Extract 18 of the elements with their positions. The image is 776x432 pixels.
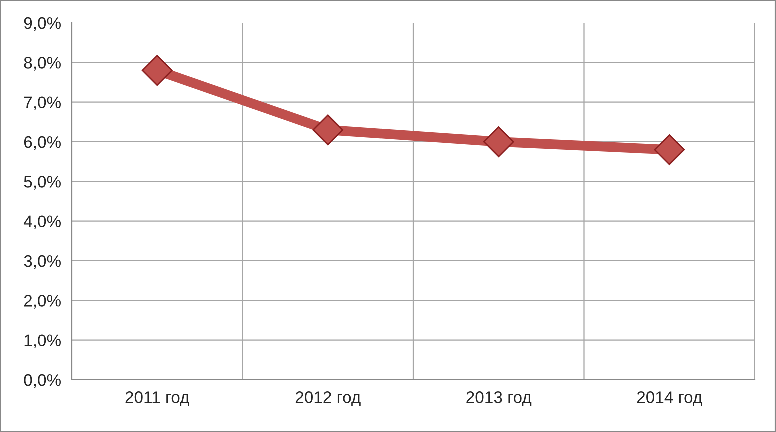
y-tick-label: 7,0% xyxy=(24,96,61,111)
y-tick-label: 2,0% xyxy=(24,295,61,309)
point xyxy=(142,55,173,86)
x-tick-label: 2012 год xyxy=(296,392,361,407)
x-tick-label: 2013 год xyxy=(466,392,532,407)
y-tick-label: 8,0% xyxy=(24,57,61,71)
y-tick-label: 9,0% xyxy=(24,17,61,32)
y-tick-label: 4,0% xyxy=(24,216,61,230)
point xyxy=(312,114,344,146)
x-tick-label: 2014 год xyxy=(637,392,702,407)
x-tick-label: 2011 год xyxy=(126,392,190,407)
point xyxy=(654,134,686,166)
y-tick-label: 1,0% xyxy=(24,334,61,349)
y-tick-label: 5,0% xyxy=(24,176,61,190)
y-tick-label: 6,0% xyxy=(24,136,61,150)
y-tick-label: 3,0% xyxy=(24,255,61,270)
y-tick-label: 0,0% xyxy=(24,374,61,388)
point xyxy=(483,126,514,158)
